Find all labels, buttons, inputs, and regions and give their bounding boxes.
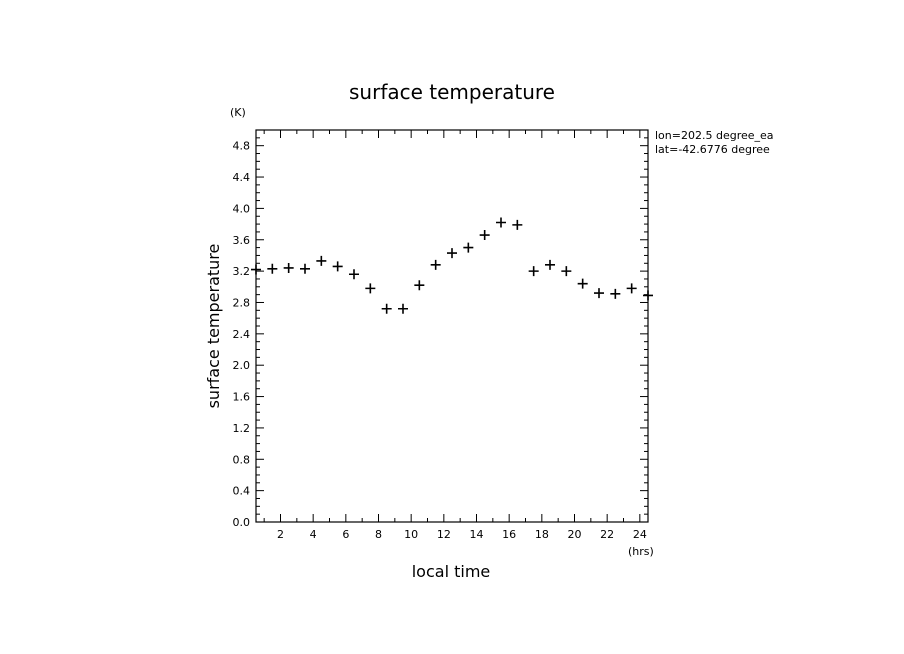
y-tick-label: 0.8 bbox=[233, 453, 251, 466]
data-point-marker bbox=[251, 264, 261, 275]
data-point-marker bbox=[577, 278, 588, 289]
data-point-marker bbox=[496, 217, 506, 228]
data-point-marker bbox=[349, 269, 359, 280]
data-point-marker bbox=[300, 263, 310, 274]
data-points bbox=[251, 217, 653, 314]
x-tick-label: 8 bbox=[375, 528, 382, 541]
y-tick-label: 2.4 bbox=[233, 328, 251, 341]
x-unit-label: (hrs) bbox=[628, 545, 654, 558]
x-tick-label: 4 bbox=[310, 528, 317, 541]
x-tick-label: 14 bbox=[470, 528, 484, 541]
y-tick-label: 4.8 bbox=[233, 140, 251, 153]
data-point-marker bbox=[430, 259, 441, 270]
axis-ticks: 2 4 6 8 10 12 14 16 18 20 22 240.00.40.81.21.62.02.… bbox=[233, 129, 648, 541]
y-tick-label: 4.0 bbox=[233, 202, 251, 215]
data-point-marker bbox=[594, 288, 604, 299]
data-point-marker bbox=[643, 290, 653, 301]
y-tick-label: 2.8 bbox=[233, 296, 251, 309]
annotation-lon: lon=202.5 degree_ea bbox=[655, 129, 774, 142]
y-tick-label: 0.0 bbox=[233, 516, 251, 529]
y-tick-label: 4.4 bbox=[233, 171, 251, 184]
data-point-marker bbox=[283, 262, 294, 273]
data-point-marker bbox=[512, 219, 523, 230]
data-point-marker bbox=[365, 283, 376, 294]
data-point-marker bbox=[463, 242, 474, 253]
data-point-marker bbox=[398, 303, 408, 314]
x-tick-label: 18 bbox=[535, 528, 549, 541]
data-point-marker bbox=[332, 261, 343, 272]
y-tick-label: 3.2 bbox=[233, 265, 251, 278]
y-tick-label: 1.2 bbox=[233, 422, 251, 435]
data-point-marker bbox=[447, 248, 457, 259]
x-tick-label: 20 bbox=[568, 528, 582, 541]
x-tick-label: 2 bbox=[277, 528, 284, 541]
plot-frame bbox=[255, 129, 649, 523]
data-point-marker bbox=[610, 288, 621, 299]
x-tick-label: 10 bbox=[404, 528, 418, 541]
data-point-marker bbox=[267, 263, 278, 274]
y-tick-label: 1.6 bbox=[233, 391, 251, 404]
annotation-lat: lat=-42.6776 degree bbox=[655, 143, 770, 156]
y-axis-label: surface temperature bbox=[204, 244, 223, 409]
x-tick-label: 12 bbox=[437, 528, 451, 541]
x-tick-label: 6 bbox=[342, 528, 349, 541]
y-tick-label: 0.4 bbox=[233, 485, 251, 498]
chart-title: surface temperature bbox=[349, 80, 555, 104]
data-point-marker bbox=[414, 280, 425, 291]
y-tick-label: 3.6 bbox=[233, 234, 251, 247]
x-tick-label: 24 bbox=[633, 528, 647, 541]
y-unit-label: (K) bbox=[230, 106, 246, 119]
data-point-marker bbox=[528, 266, 539, 277]
x-tick-label: 16 bbox=[502, 528, 516, 541]
data-point-marker bbox=[626, 283, 637, 294]
data-point-marker bbox=[561, 266, 572, 277]
data-point-marker bbox=[316, 255, 327, 266]
data-point-marker bbox=[381, 303, 392, 314]
data-point-marker bbox=[479, 230, 490, 241]
y-tick-label: 2.0 bbox=[233, 359, 251, 372]
x-axis-label: local time bbox=[412, 562, 491, 581]
x-tick-label: 22 bbox=[600, 528, 614, 541]
data-point-marker bbox=[545, 259, 555, 270]
